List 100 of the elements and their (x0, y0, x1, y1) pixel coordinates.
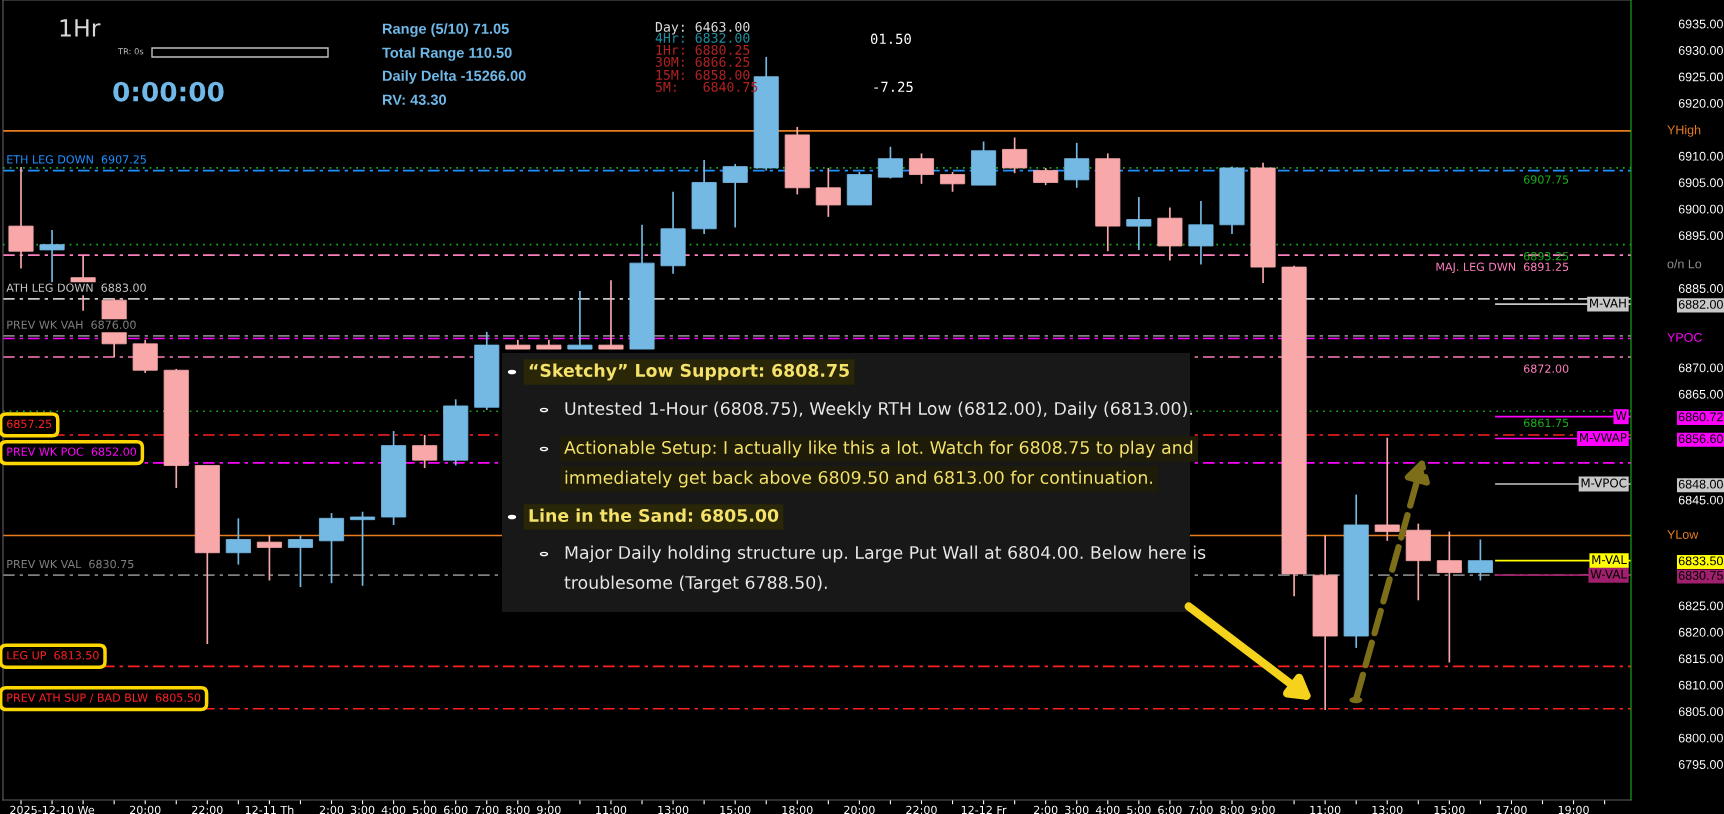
annotation: “Sketchy” Low Support: 6808.75 (529, 363, 849, 381)
x-tick-label: 13:00 (658, 805, 689, 814)
y-tick-label: 6930.00 (1678, 46, 1723, 55)
x-tick-label: 6:00 (1158, 805, 1182, 814)
x-tick-label: 11:00 (596, 805, 627, 814)
annotation: 4Hr: 6832.00 (655, 32, 750, 43)
annotation: -7.25 (874, 81, 913, 93)
ref-line-label: YPOC (1667, 333, 1702, 342)
candlestick (256, 534, 282, 582)
y-tick-label: 6910.00 (1678, 151, 1723, 161)
ref-line-label: M-VWAP (1580, 433, 1627, 442)
x-tick-label: 22:00 (906, 805, 937, 814)
y-tick-label: 6900.00 (1678, 204, 1723, 214)
y-tick-label: 6825.00 (1678, 601, 1723, 611)
y-tick-label: 6895.00 (1678, 231, 1723, 241)
y-tick-label: 6833.50 (1678, 556, 1723, 566)
annotation: 30M: 6866.25 (655, 56, 750, 67)
annotation: Line in the Sand: 6805.00 (529, 508, 779, 523)
x-tick-label: 11:00 (1310, 805, 1341, 814)
x-tick-label: 2:00 (319, 805, 344, 814)
x-tick-label: 13:00 (1372, 805, 1403, 814)
ref-line-label: LEG UP 6813.50 (7, 651, 99, 660)
x-tick-label: 3:00 (1065, 805, 1089, 814)
y-tick-label: 6805.00 (1678, 707, 1723, 717)
annotation: 1Hr (60, 19, 101, 37)
y-tick-label: 6810.00 (1678, 680, 1723, 690)
x-tick-label: 15:00 (1434, 805, 1465, 814)
ref-line-label: PREV WK VAH 6876.00 (7, 320, 136, 329)
x-tick-label: 2:00 (1034, 805, 1058, 814)
y-tick-label: 6845.00 (1678, 495, 1723, 505)
annotation: 15M: 6858.00 (656, 69, 750, 80)
annotation: Actionable Setup: I actually like this a lot. Watch for 6808.75 to play and (564, 440, 1193, 458)
annotation: TR: 0s (117, 48, 144, 55)
annotation: RV: 43.30 (382, 94, 447, 105)
x-tick-label: 12-12 Fr (961, 805, 1007, 814)
x-tick-label: 5:00 (413, 805, 437, 814)
candlestick (350, 510, 376, 587)
x-tick-label: 2025-12-10 We (10, 805, 95, 814)
ref-line-label: PREV ATH SUP / BAD BLW 6805.50 (7, 693, 201, 703)
x-tick-label: 12-11 Th (245, 805, 294, 814)
ref-line-label: 6861.75 (1523, 418, 1569, 428)
annotation: immediately get back above 6809.50 and 6813.00 for continuation. (565, 470, 1153, 488)
y-tick-label: 6925.00 (1678, 72, 1723, 82)
ref-line-label: W (1615, 411, 1627, 420)
x-tick-label: 17:00 (1496, 805, 1527, 814)
x-tick-label: 18:00 (782, 805, 813, 814)
x-tick-label: 8:00 (1220, 805, 1244, 814)
ref-line-label: ATH LEG DOWN 6883.00 (6, 283, 146, 292)
ref-line-label: 6857.25 (7, 419, 52, 429)
annotation: 01.50 (870, 33, 911, 45)
x-tick-label: 9:00 (1251, 805, 1275, 814)
x-tick-label: 7:00 (475, 805, 499, 814)
annotation: troublesome (Target 6788.50). (564, 575, 827, 593)
candlestick (39, 229, 65, 284)
annotation: Range (5/10) 71.05 (382, 23, 509, 37)
candlestick (1374, 436, 1400, 542)
candlestick (1436, 530, 1462, 664)
annotation: 1Hr: 6880.25 (656, 44, 750, 55)
annotation: Total Range 110.50 (382, 47, 512, 61)
text: o/n Lo (1667, 259, 1702, 269)
y-tick-label: 6815.00 (1678, 654, 1723, 664)
y-tick-label: 6905.00 (1678, 178, 1723, 188)
y-tick-label: 6848.00 (1678, 479, 1723, 489)
annotation: Untested 1-Hour (6808.75), Weekly RTH Low (6812.00), Daily (6813.00). (565, 401, 1192, 419)
y-tick-label: 6860.72 (1678, 412, 1723, 422)
y-tick-label: 6935.00 (1678, 19, 1723, 29)
y-tick-label: 6870.00 (1678, 363, 1723, 373)
y-tick-label: 6820.00 (1678, 627, 1723, 637)
x-tick-label: 7:00 (1189, 805, 1213, 814)
y-tick-label: 6856.60 (1678, 434, 1723, 444)
annotation: 0:00:00 (113, 81, 224, 102)
x-tick-label: 20:00 (130, 805, 161, 814)
ref-line-label: ETH LEG DOWN 6907.25 (7, 155, 146, 164)
ref-line-label: M-VPOC (1581, 478, 1627, 488)
ref-line-label: YLow (1667, 530, 1699, 539)
candlestick (1126, 196, 1152, 251)
x-tick-label: 5:00 (1127, 805, 1151, 814)
ref-line-label: M-VAL (1592, 555, 1627, 564)
ref-line-label: 6872.00 (1523, 364, 1569, 373)
ref-line-label: 6907.75 (1523, 175, 1569, 184)
annotation: Daily Delta -15266.00 (382, 70, 526, 84)
x-tick-label: 3:00 (350, 805, 375, 814)
y-tick-label: 6795.00 (1678, 760, 1723, 769)
ref-line-label: PREV WK POC 6852.00 (7, 447, 137, 456)
y-tick-label: 6920.00 (1678, 98, 1723, 108)
x-tick-label: 9:00 (537, 805, 561, 814)
ref-line-label: YHigh (1667, 125, 1701, 137)
x-tick-label: 4:00 (381, 805, 406, 814)
x-tick-label: 4:00 (1095, 805, 1120, 814)
candlestick (567, 290, 593, 350)
x-tick-label: 22:00 (192, 805, 223, 814)
ref-line-label: MAJ. LEG DWN 6891.25 (1436, 262, 1569, 274)
x-tick-label: 6:00 (444, 805, 468, 814)
annotation: Major Daily holding structure up. Large Put Wall at 6804.00. Below here is (565, 545, 1206, 563)
ref-line-label: M-VAH (1590, 298, 1626, 308)
y-tick-label: 6885.00 (1678, 284, 1723, 293)
x-tick-label: 19:00 (1558, 805, 1589, 814)
candlestick (598, 279, 624, 350)
y-tick-label: 6800.00 (1678, 733, 1723, 743)
x-tick-label: 20:00 (844, 805, 875, 814)
